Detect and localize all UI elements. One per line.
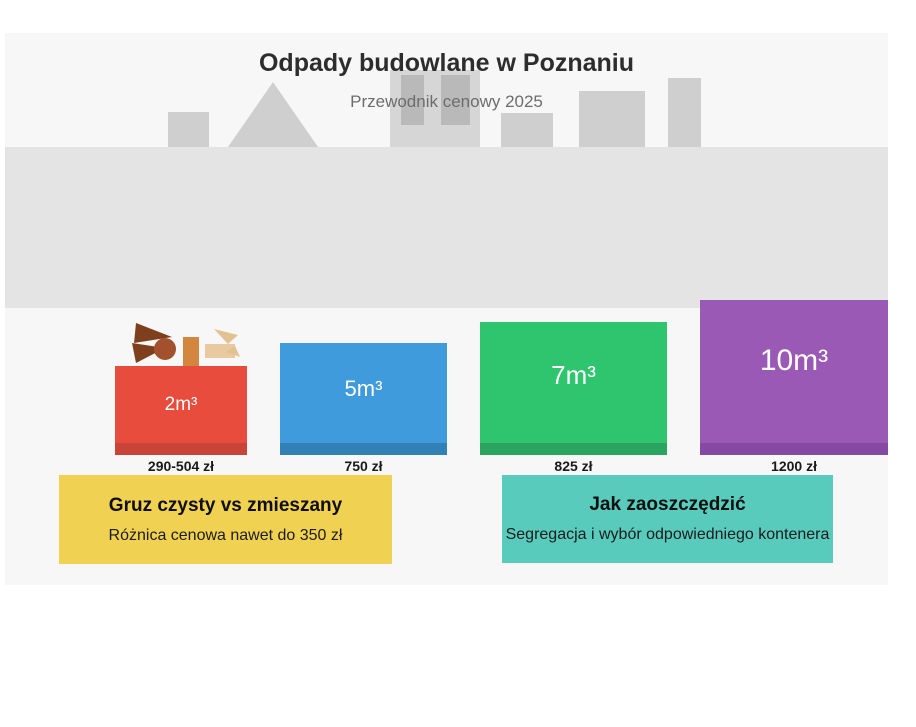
skyline-roof-triangle — [228, 82, 318, 147]
container-5m3: 5m³ — [280, 343, 447, 455]
info-box-title: Gruz czysty vs zmieszany — [108, 494, 343, 516]
info-box-subtitle: Segregacja i wybór odpowiedniego kontene… — [505, 526, 830, 543]
page-title: Odpady budowlane w Poznaniu — [258, 49, 634, 77]
skyline-building-2-gap — [424, 75, 441, 125]
infographic-panel: Odpady budowlane w Poznaniu Przewodnik c… — [5, 33, 888, 585]
container-volume-label: 10m³ — [759, 343, 829, 377]
container-volume-label: 2m³ — [164, 393, 198, 415]
price-label-5m3: 750 zł — [344, 458, 383, 474]
container-base-strip — [480, 443, 667, 455]
skyline-building-4 — [579, 91, 645, 147]
info-box-gruz: Gruz czysty vs zmieszany Różnica cenowa … — [59, 475, 392, 564]
skyline-building-5 — [668, 78, 701, 147]
container-2m3: 2m³ — [115, 366, 247, 455]
container-base-strip — [280, 443, 447, 455]
skyline-building-3 — [501, 113, 553, 147]
container-7m3: 7m³ — [480, 322, 667, 455]
street-band — [5, 147, 888, 308]
container-volume-label: 7m³ — [551, 360, 596, 390]
container-10m3: 10m³ — [700, 300, 888, 455]
page-subtitle: Przewodnik cenowy 2025 — [350, 92, 543, 111]
container-base-strip — [700, 443, 888, 455]
rubble-pile-icon — [132, 323, 240, 366]
info-box-title: Jak zaoszczędzić — [589, 494, 746, 515]
price-label-10m3: 1200 zł — [771, 458, 817, 474]
info-box-oszczedzanie: Jak zaoszczędzić Segregacja i wybór odpo… — [502, 475, 833, 563]
price-label-7m3: 825 zł — [554, 458, 593, 474]
container-base-strip — [115, 443, 247, 455]
skyline-building-1 — [168, 112, 209, 147]
info-box-subtitle: Różnica cenowa nawet do 350 zł — [108, 526, 343, 544]
price-label-2m3: 290-504 zł — [147, 458, 215, 474]
container-volume-label: 5m³ — [344, 376, 383, 401]
